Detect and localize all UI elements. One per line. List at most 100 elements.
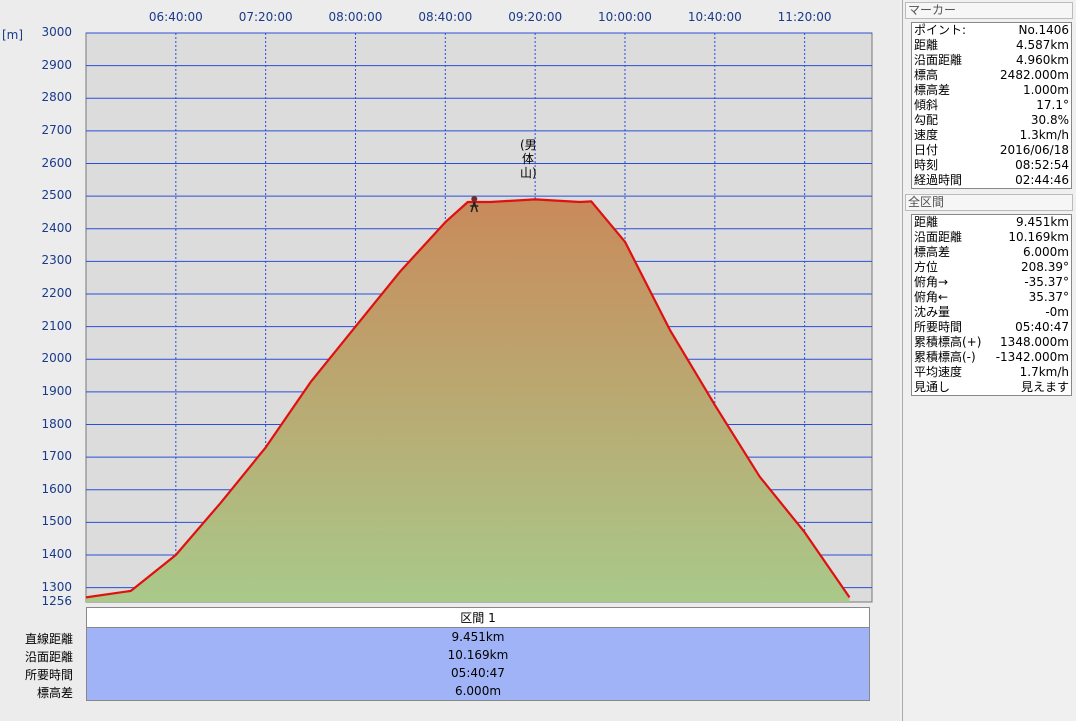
x-tick-label: 10:00:00 [598, 10, 652, 24]
y-tick-label: 2200 [41, 286, 72, 300]
y-axis-unit: [m] [2, 28, 24, 42]
section_panel-row-value: 05:40:47 [1015, 320, 1069, 334]
y-tick-label: 1900 [41, 383, 72, 398]
section_panel-row-value: 1348.000m [1000, 335, 1069, 349]
marker_panel-row: 距離 4.587km [912, 38, 1071, 53]
section_panel-row: 所要時間 05:40:47 [912, 320, 1071, 335]
section_panel-row: 累積標高(-) -1342.000m [912, 350, 1071, 365]
marker_panel-row-value: 2016/06/18 [999, 143, 1069, 157]
section_panel-row-label: 俯角→ [914, 275, 949, 289]
elevation-area [86, 199, 850, 602]
section_panel-row-value: 35.37° [1028, 290, 1069, 304]
y-tick-label: 3000 [41, 25, 72, 39]
marker_panel-row: 日付 2016/06/18 [912, 143, 1071, 158]
marker_panel-row: 勾配 30.8% [912, 113, 1071, 128]
marker_panel-row-label: 距離 [914, 38, 939, 52]
label-duration: 所要時間 [24, 668, 73, 682]
section_panel-row: 沈み量 -0m [912, 305, 1071, 320]
x-tick-label: 09:20:00 [508, 10, 563, 24]
marker_panel-row-label: 日付 [914, 143, 939, 157]
section-panel-title: 全区間 [905, 194, 1073, 211]
section-header[interactable]: 区間 1 [86, 607, 870, 628]
marker_panel-row-label: 標高 [914, 68, 939, 82]
marker_panel-row-value: 2482.000m [1000, 68, 1069, 82]
elevation-chart-area[interactable]: [m] 3000 2900 2800 2700 2600 2500 2400 2300 2200… [0, 0, 900, 721]
section_panel-row: 見通し 見えます [912, 380, 1071, 395]
section-info-table: 距離 9.451km 沿面距離 10.169km 標高差 6.000m 方位 208.39° 俯… [911, 214, 1072, 396]
marker_panel-row-label: 勾配 [914, 113, 939, 127]
x-tick-label: 06:40:00 [148, 10, 203, 24]
y-tick-label: 1300 [41, 579, 72, 594]
section_panel-row: 標高差 6.000m [912, 245, 1071, 260]
elevation-profile-chart[interactable] [0, 0, 900, 721]
section-straight-distance: 9.451km [451, 630, 505, 644]
section-elevation-diff: 6.000m [454, 684, 502, 698]
section_panel-row: 平均速度 1.7km/h [912, 365, 1071, 380]
marker_panel-row-value: 1.3km/h [1019, 128, 1069, 142]
label-straight-distance: 直線距離 [24, 632, 73, 646]
y-tick-label: 1700 [41, 449, 72, 464]
x-tick-label: 08:40:00 [418, 10, 473, 24]
section_panel-row-value: -0m [1045, 305, 1069, 319]
y-tick-label: 2600 [41, 155, 72, 170]
peak-name-label: (男体山) [520, 138, 537, 180]
marker_panel-row-label: 速度 [914, 128, 939, 142]
marker_panel-row-value: 08:52:54 [1015, 158, 1069, 172]
section_panel-row-label: 平均速度 [914, 365, 963, 379]
section_panel-row-label: 距離 [914, 215, 939, 229]
marker_panel-row-value: 4.587km [1016, 38, 1069, 52]
marker_panel-row-label: 経過時間 [914, 173, 963, 187]
marker_panel-row-value: No.1406 [1018, 23, 1069, 37]
section-summary: 9.451km 10.169km 05:40:47 6.000m [86, 628, 870, 701]
marker_panel-row: ポイント: No.1406 [912, 23, 1071, 38]
y-tick-label: 2700 [41, 122, 72, 137]
section_panel-row: 距離 9.451km [912, 215, 1071, 230]
x-tick-label: 10:40:00 [687, 10, 742, 24]
x-tick-label: 08:00:00 [328, 10, 383, 24]
section_panel-row: 俯角← 35.37° [912, 290, 1071, 305]
section_panel-row: 累積標高(+) 1348.000m [912, 335, 1071, 350]
marker_panel-row-value: 02:44:46 [1015, 173, 1069, 187]
x-tick-label: 07:20:00 [238, 10, 293, 24]
section_panel-row-label: 累積標高(+) [914, 335, 982, 349]
marker_panel-row-value: 4.960km [1016, 53, 1069, 67]
section_panel-row-label: 方位 [914, 260, 939, 274]
section_panel-row-value: 10.169km [1008, 230, 1069, 244]
section_panel-row-label: 沈み量 [914, 305, 951, 319]
y-tick-label: 1400 [41, 547, 72, 562]
section_panel-row-value: 208.39° [1021, 260, 1069, 274]
section-surface-distance: 10.169km [447, 648, 509, 662]
marker-panel-title: マーカー [905, 2, 1073, 19]
y-tick-label: 2100 [41, 318, 72, 333]
section_panel-row-label: 俯角← [914, 290, 949, 304]
marker_panel-row: 沿面距離 4.960km [912, 53, 1071, 68]
marker_panel-row: 標高差 1.000m [912, 83, 1071, 98]
marker_panel-row-label: 時刻 [914, 158, 939, 172]
x-tick-label: 11:20:00 [777, 10, 832, 24]
section_panel-row-value: 9.451km [1016, 215, 1069, 229]
y-tick-label: 2900 [41, 57, 72, 72]
section-duration: 05:40:47 [451, 666, 505, 680]
section_panel-row-label: 累積標高(-) [914, 350, 976, 364]
marker_panel-row: 標高 2482.000m [912, 68, 1071, 83]
y-tick-label: 2800 [41, 90, 72, 105]
marker_panel-row-label: ポイント: [914, 23, 967, 37]
elevation-line [85, 198, 851, 599]
marker_panel-row: 傾斜 17.1° [912, 98, 1071, 113]
marker_panel-row-value: 1.000m [1022, 83, 1069, 97]
section_panel-row-value: 1.7km/h [1019, 365, 1069, 379]
y-tick-label: 1800 [41, 416, 72, 431]
y-tick-label: 2000 [41, 351, 72, 366]
marker_panel-row-value: 17.1° [1036, 98, 1069, 112]
y-tick-label: 1256 [41, 594, 72, 608]
y-tick-label: 2300 [41, 253, 72, 268]
section_panel-row-label: 標高差 [914, 245, 951, 259]
section_panel-row: 方位 208.39° [912, 260, 1071, 275]
marker_panel-row-label: 傾斜 [914, 98, 939, 112]
y-tick-label: 2500 [41, 188, 72, 203]
section_panel-row-label: 見通し [914, 380, 951, 394]
label-elevation-diff: 標高差 [36, 686, 73, 700]
section_panel-row-value: 6.000m [1022, 245, 1069, 259]
label-surface-distance: 沿面距離 [24, 650, 73, 664]
y-tick-label: 1600 [41, 481, 72, 496]
